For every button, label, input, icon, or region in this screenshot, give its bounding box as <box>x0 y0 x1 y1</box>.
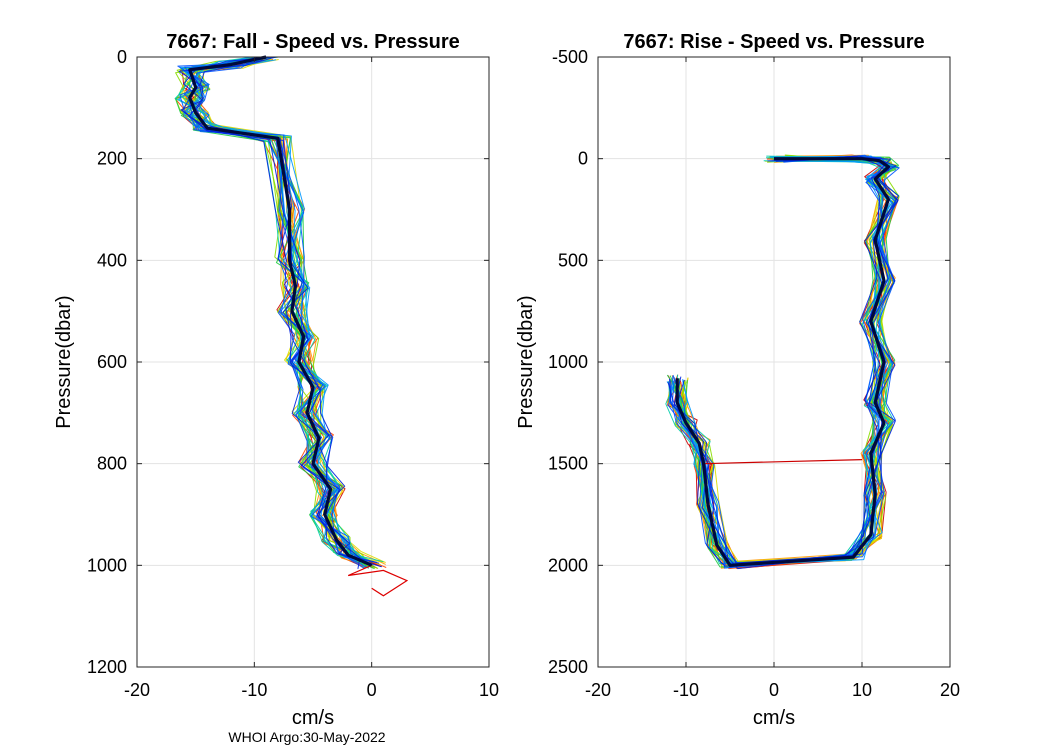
fall-ytick-label: 400 <box>97 250 127 270</box>
footer-credit: WHOI Argo:30-May-2022 <box>228 729 385 745</box>
fall-chart-series <box>174 55 409 597</box>
rise-xtick-label: 0 <box>769 680 779 700</box>
fall-ytick-label: 1000 <box>87 555 127 575</box>
rise-chart-axes-frame <box>597 56 951 668</box>
rise-ytick-label: 2000 <box>548 555 588 575</box>
rise-outlier-line <box>703 459 863 465</box>
fall-chart-title: 7667: Fall - Speed vs. Pressure <box>166 31 460 53</box>
fall-profile-line <box>180 59 383 568</box>
rise-ytick-label: -500 <box>552 47 588 67</box>
rise-chart-ticks: -20 -10 0 10 20 -500 0 500 1000 1500 2000 2500 <box>548 47 960 700</box>
fall-ytick-label: 600 <box>97 352 127 372</box>
rise-ytick-label: 1500 <box>548 454 588 474</box>
rise-xtick-label: -10 <box>673 680 699 700</box>
rise-profile-line <box>667 158 897 570</box>
fall-chart-ylabel: Pressure(dbar) <box>53 295 75 428</box>
rise-chart: 7667: Rise - Speed vs. Pressure cm/s Pre… <box>515 31 960 729</box>
fall-outlier-line <box>347 564 409 597</box>
rise-chart-ylabel: Pressure(dbar) <box>515 295 537 428</box>
fall-profile-line <box>178 56 361 569</box>
rise-ytick-label: 1000 <box>548 352 588 372</box>
fall-xtick-label: -10 <box>241 680 267 700</box>
fall-ytick-label: 800 <box>97 454 127 474</box>
fall-profile-line <box>178 59 372 565</box>
fall-ytick-label: 200 <box>97 149 127 169</box>
fall-profile-line <box>185 58 369 563</box>
fall-xtick-label: 0 <box>367 680 377 700</box>
rise-chart-xlabel: cm/s <box>753 707 795 729</box>
rise-ytick-label: 0 <box>578 149 588 169</box>
fall-chart-xlabel: cm/s <box>292 707 334 729</box>
rise-mean-profile-line <box>675 157 891 567</box>
fall-profile-line <box>183 56 366 564</box>
fall-ytick-label: 0 <box>117 47 127 67</box>
rise-chart-title: 7667: Rise - Speed vs. Pressure <box>623 31 924 53</box>
rise-profile-line <box>669 158 892 566</box>
fall-chart: 7667: Fall - Speed vs. Pressure cm/s Pre… <box>53 31 499 729</box>
rise-ytick-label: 500 <box>558 250 588 270</box>
rise-xtick-label: 10 <box>852 680 872 700</box>
fall-ytick-label: 1200 <box>87 657 127 677</box>
fall-xtick-label: -20 <box>124 680 150 700</box>
fall-profile-line <box>185 56 374 569</box>
fall-xtick-label: 10 <box>479 680 499 700</box>
fall-mean-profile-line <box>188 55 373 567</box>
rise-ytick-label: 2500 <box>548 657 588 677</box>
rise-xtick-label: 20 <box>940 680 960 700</box>
rise-chart-series <box>665 154 900 570</box>
rise-xtick-label: -20 <box>585 680 611 700</box>
fall-chart-axes-frame <box>136 56 490 668</box>
